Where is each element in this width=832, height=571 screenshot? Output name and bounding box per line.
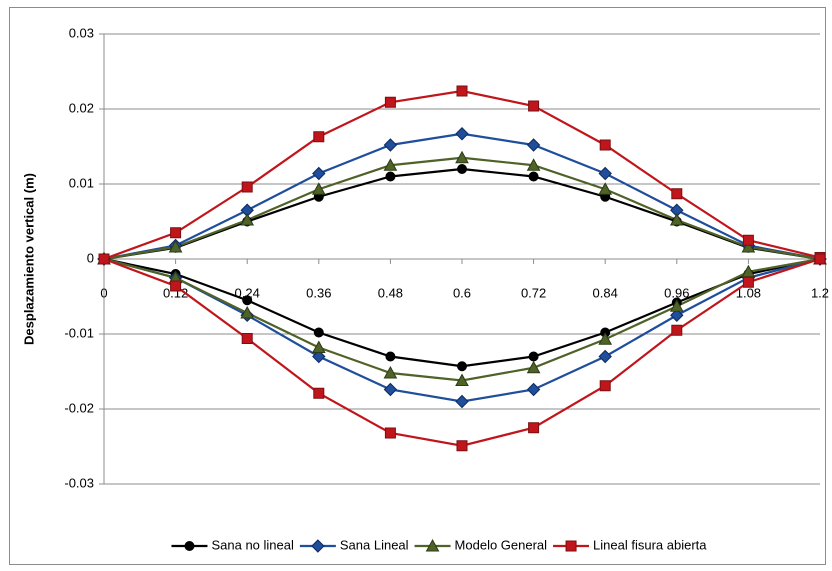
legend-item: Sana Lineal — [299, 537, 409, 553]
legend-marker — [425, 538, 440, 552]
marker — [385, 171, 396, 182]
x-tick-label: 0.24 — [235, 285, 260, 300]
x-tick-label: 1.2 — [811, 285, 829, 300]
marker — [598, 182, 613, 195]
marker — [312, 166, 326, 181]
marker — [383, 365, 398, 379]
y-tick-label: 0.03 — [69, 25, 94, 40]
marker — [170, 280, 182, 292]
marker — [455, 150, 469, 164]
marker — [599, 139, 611, 151]
legend-marker — [311, 539, 325, 553]
marker — [528, 171, 539, 182]
marker — [528, 100, 540, 112]
marker — [456, 440, 468, 452]
marker — [313, 387, 325, 399]
marker — [526, 138, 541, 152]
marker — [311, 340, 326, 353]
legend-marker — [184, 541, 195, 551]
y-tick-label: -0.03 — [64, 475, 94, 490]
marker — [526, 382, 541, 397]
marker — [383, 382, 398, 397]
legend-marker — [565, 540, 577, 552]
marker — [526, 360, 541, 374]
marker — [814, 253, 826, 265]
marker — [528, 422, 540, 434]
marker — [312, 349, 326, 364]
marker — [526, 158, 541, 171]
marker — [671, 188, 683, 200]
y-tick-label: -0.01 — [64, 325, 94, 340]
x-tick-label: 0.12 — [163, 285, 188, 300]
marker — [671, 324, 683, 336]
marker — [457, 164, 467, 174]
legend-item: Sana no lineal — [171, 537, 294, 552]
x-tick-label: 0.6 — [453, 285, 471, 300]
marker — [313, 131, 325, 143]
y-axis-title: Desplazamiento vertical (m) — [21, 173, 36, 345]
legend: Sana no lineal Sana Lineal Modelo General L… — [171, 537, 707, 553]
y-tick-label: 0.01 — [69, 175, 94, 190]
marker — [455, 373, 469, 386]
legend-label: Sana Lineal — [340, 537, 409, 552]
marker — [240, 212, 255, 226]
marker — [741, 239, 756, 253]
marker — [241, 181, 253, 193]
legend-label: Lineal fisura abierta — [593, 537, 707, 552]
legend-item: Modelo General — [414, 537, 548, 552]
marker — [240, 305, 255, 319]
legend-label: Modelo General — [455, 537, 548, 552]
marker — [384, 427, 396, 439]
marker — [242, 295, 253, 306]
x-tick-label: 0.36 — [306, 285, 331, 300]
marker — [383, 158, 398, 171]
marker — [313, 327, 324, 338]
marker — [385, 351, 396, 362]
marker — [598, 332, 613, 345]
chart-border — [9, 7, 826, 565]
marker — [599, 380, 611, 392]
marker — [383, 138, 398, 152]
x-tick-label: 0.48 — [378, 285, 403, 300]
marker — [168, 239, 183, 253]
marker — [598, 349, 612, 364]
marker — [241, 333, 253, 344]
legend-label: Sana no lineal — [211, 537, 294, 552]
marker — [742, 234, 754, 246]
x-tick-label: 1.08 — [736, 285, 761, 300]
legend-item: Lineal fisura abierta — [553, 537, 707, 552]
y-tick-label: 0 — [87, 250, 94, 265]
marker — [598, 166, 612, 181]
y-tick-label: -0.02 — [64, 400, 94, 415]
marker — [98, 253, 110, 265]
marker — [455, 127, 469, 141]
y-tick-label: 0.02 — [69, 100, 94, 115]
marker — [455, 394, 469, 409]
marker — [670, 308, 684, 322]
x-tick-label: 0.84 — [593, 285, 618, 300]
marker — [742, 276, 754, 288]
marker — [669, 299, 684, 312]
marker — [170, 227, 182, 239]
marker — [457, 361, 467, 372]
marker — [669, 212, 684, 226]
x-tick-label: 0.72 — [521, 285, 546, 300]
marker — [528, 351, 539, 362]
x-tick-label: 0 — [100, 285, 107, 300]
x-tick-label: 0.96 — [664, 285, 689, 300]
marker — [456, 85, 468, 97]
marker — [384, 96, 396, 108]
marker — [311, 182, 326, 195]
